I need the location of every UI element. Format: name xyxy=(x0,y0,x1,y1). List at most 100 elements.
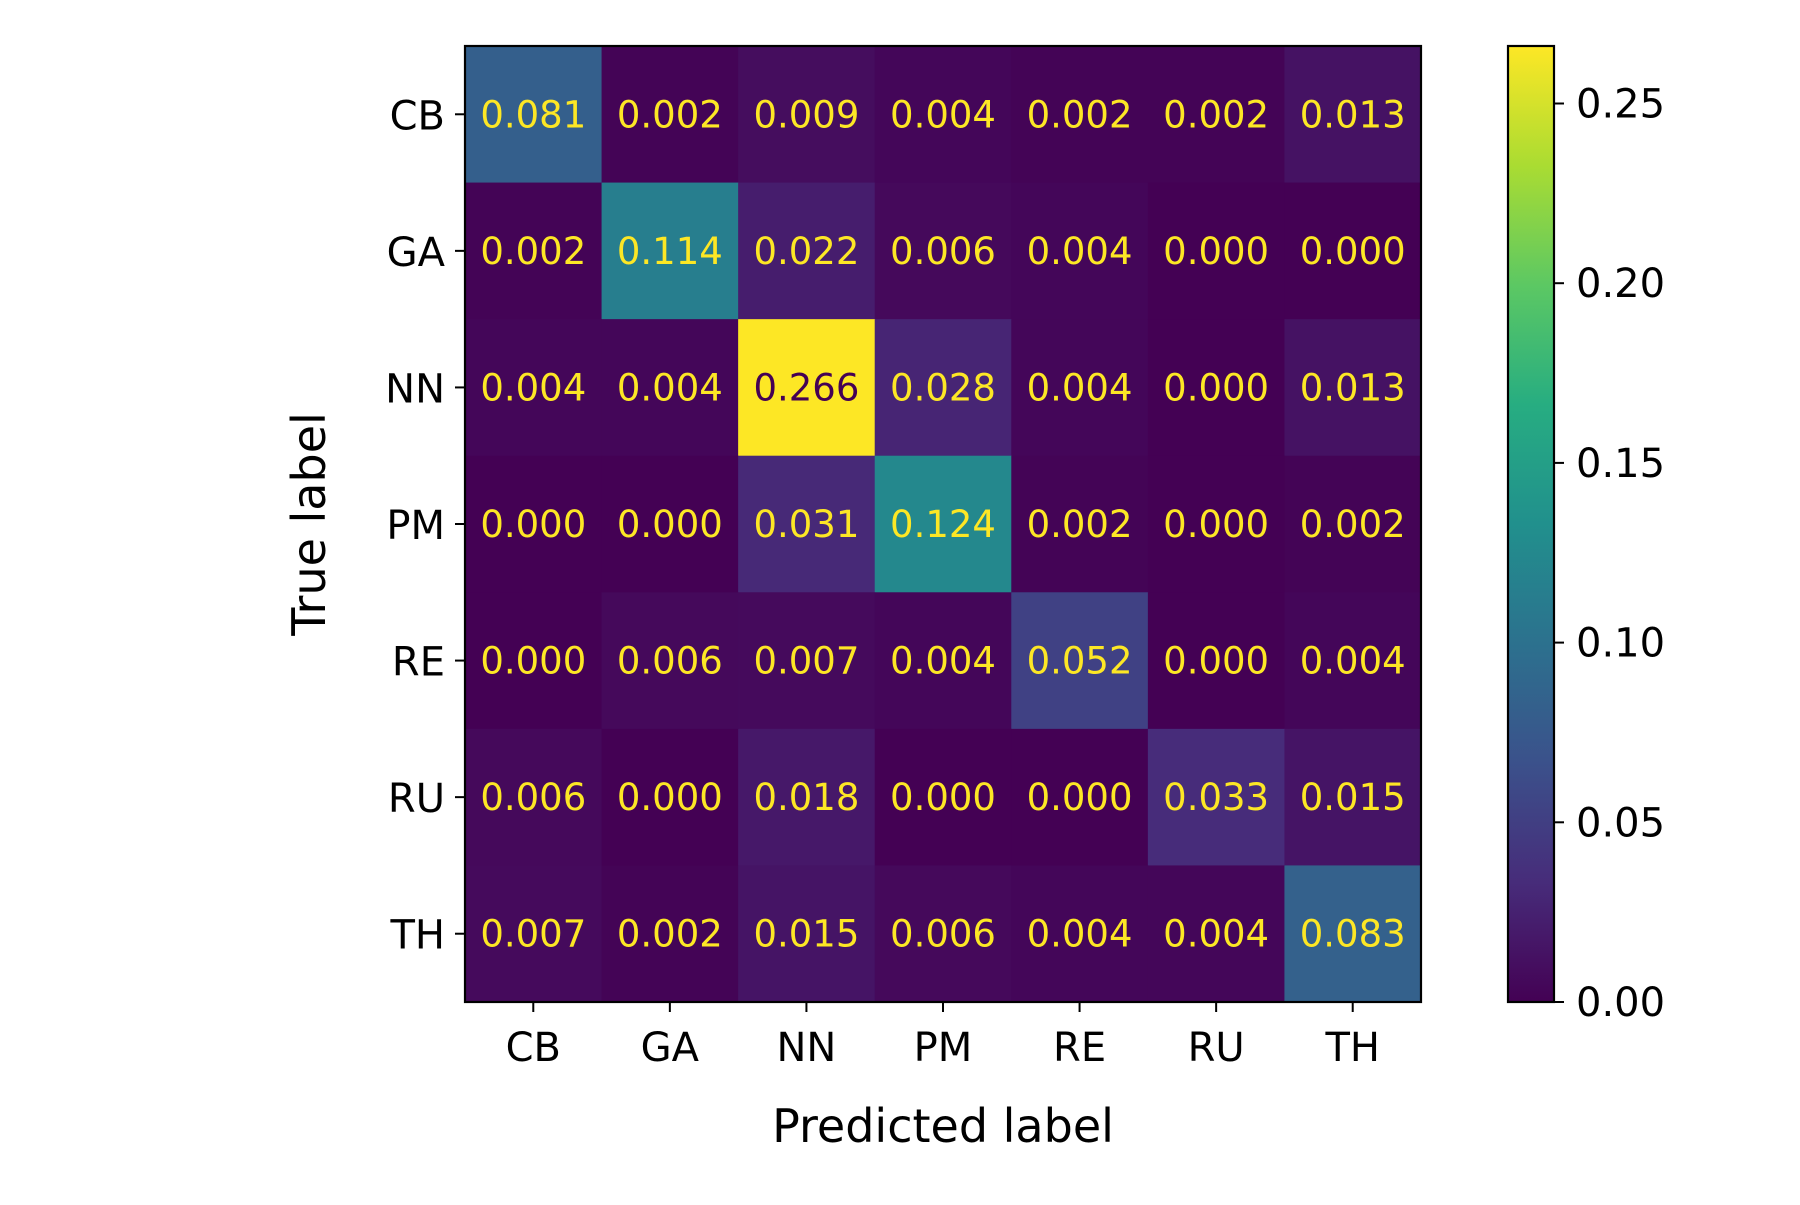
heatmap-cell xyxy=(738,46,876,184)
colorbar xyxy=(1508,46,1554,1002)
heatmap-cell xyxy=(1011,46,1149,184)
cell-value-label: 0.266 xyxy=(753,366,859,409)
x-tick-label: TH xyxy=(1324,1025,1380,1071)
heatmap-cell xyxy=(1147,592,1285,730)
cell-value-label: 0.081 xyxy=(480,93,586,136)
colorbar-tick-label: 0.15 xyxy=(1576,441,1665,487)
colorbar-frame xyxy=(1506,44,1556,1004)
heatmap-cell xyxy=(738,182,876,320)
heatmap-cell xyxy=(738,728,876,866)
heatmap-cell xyxy=(874,865,1012,1003)
heatmap-cell xyxy=(601,46,739,184)
heatmap-cell xyxy=(1147,182,1285,320)
cell-value-label: 0.000 xyxy=(1163,230,1269,273)
heatmap-cell xyxy=(738,865,876,1003)
heatmap-cell xyxy=(874,592,1012,730)
cell-value-label: 0.000 xyxy=(1163,640,1269,683)
y-tick-label: TH xyxy=(389,913,445,959)
heatmap-cell xyxy=(1011,182,1149,320)
y-axis-label: True label xyxy=(282,412,336,637)
cell-value-label: 0.124 xyxy=(890,503,996,546)
cell-value-label: 0.022 xyxy=(753,230,859,273)
cell-value-label: 0.004 xyxy=(1163,913,1269,956)
cell-value-label: 0.004 xyxy=(890,640,996,683)
heatmap-cell xyxy=(601,728,739,866)
cell-value-labels: 0.081 0.002 0.009 0.004 0.002 0.002 0.013 0.002… xyxy=(480,93,1405,955)
y-tick-label: RE xyxy=(392,640,445,686)
heatmap-cell xyxy=(1011,865,1149,1003)
cell-value-label: 0.006 xyxy=(890,913,996,956)
cell-value-label: 0.114 xyxy=(617,230,723,273)
heatmap-cell xyxy=(738,592,876,730)
x-tick-label: PM xyxy=(914,1025,973,1071)
cell-value-label: 0.013 xyxy=(1300,93,1406,136)
heatmap-cell xyxy=(1284,728,1422,866)
colorbar-tick-label: 0.10 xyxy=(1576,621,1665,667)
heatmap-cell xyxy=(1284,319,1422,457)
y-tick-label: NN xyxy=(385,366,445,412)
cell-value-label: 0.004 xyxy=(480,366,586,409)
y-tick-label: CB xyxy=(390,93,445,139)
heatmap-cell xyxy=(1284,182,1422,320)
heatmap-cell xyxy=(874,319,1012,457)
heatmap-cell xyxy=(1147,865,1285,1003)
heatmap-cell xyxy=(1284,455,1422,593)
heatmap-cell xyxy=(738,319,876,457)
heatmap-cell xyxy=(1011,319,1149,457)
cell-value-label: 0.004 xyxy=(1027,366,1133,409)
cell-value-label: 0.000 xyxy=(617,776,723,819)
heatmap-cell xyxy=(601,455,739,593)
heatmap-cell xyxy=(1147,455,1285,593)
heatmap-cell xyxy=(601,865,739,1003)
x-axis-ticks: CB GA NN PM RE RU TH xyxy=(506,1002,1380,1071)
heatmap-cell xyxy=(1011,592,1149,730)
heatmap-cell xyxy=(465,865,603,1003)
heatmap-cell xyxy=(465,319,603,457)
cell-value-label: 0.028 xyxy=(890,366,996,409)
heatmap-cell xyxy=(874,182,1012,320)
cell-value-label: 0.002 xyxy=(1027,93,1133,136)
cell-value-label: 0.000 xyxy=(1300,230,1406,273)
colorbar-tick-label: 0.20 xyxy=(1576,261,1665,307)
heatmap-cell xyxy=(465,182,603,320)
heatmap-cell xyxy=(874,46,1012,184)
heatmap-cell xyxy=(465,592,603,730)
heatmap-cell xyxy=(1284,592,1422,730)
heatmap-cell xyxy=(465,455,603,593)
cell-value-label: 0.004 xyxy=(890,93,996,136)
cell-value-label: 0.007 xyxy=(753,640,859,683)
heatmap-cell xyxy=(601,592,739,730)
heatmap-cell xyxy=(874,455,1012,593)
cell-value-label: 0.018 xyxy=(753,776,859,819)
cell-value-label: 0.002 xyxy=(1027,503,1133,546)
cell-value-label: 0.033 xyxy=(1163,776,1269,819)
heatmap-cell xyxy=(465,46,603,184)
heatmap-cell xyxy=(1147,319,1285,457)
y-tick-label: PM xyxy=(386,503,445,549)
x-tick-label: RE xyxy=(1053,1025,1106,1071)
cell-value-label: 0.002 xyxy=(1300,503,1406,546)
heatmap-cell xyxy=(601,182,739,320)
cell-value-label: 0.000 xyxy=(1027,776,1133,819)
cell-value-label: 0.015 xyxy=(753,913,859,956)
cell-value-label: 0.000 xyxy=(1163,503,1269,546)
heatmap-cell xyxy=(1284,865,1422,1003)
heatmap-cell xyxy=(874,728,1012,866)
y-tick-label: RU xyxy=(388,776,445,822)
colorbar-tick-label: 0.25 xyxy=(1576,82,1665,128)
cell-value-label: 0.009 xyxy=(753,93,859,136)
heatmap-cell xyxy=(465,728,603,866)
cell-value-label: 0.015 xyxy=(1300,776,1406,819)
heatmap-cell xyxy=(1011,455,1149,593)
heatmap-cell xyxy=(601,319,739,457)
cell-value-label: 0.052 xyxy=(1027,640,1133,683)
x-tick-label: NN xyxy=(777,1025,837,1071)
x-tick-label: RU xyxy=(1188,1025,1245,1071)
x-axis-label: Predicted label xyxy=(772,1099,1114,1153)
cell-value-label: 0.002 xyxy=(1163,93,1269,136)
y-tick-label: GA xyxy=(387,230,446,276)
cell-value-label: 0.004 xyxy=(1027,913,1133,956)
cell-value-label: 0.004 xyxy=(1027,230,1133,273)
